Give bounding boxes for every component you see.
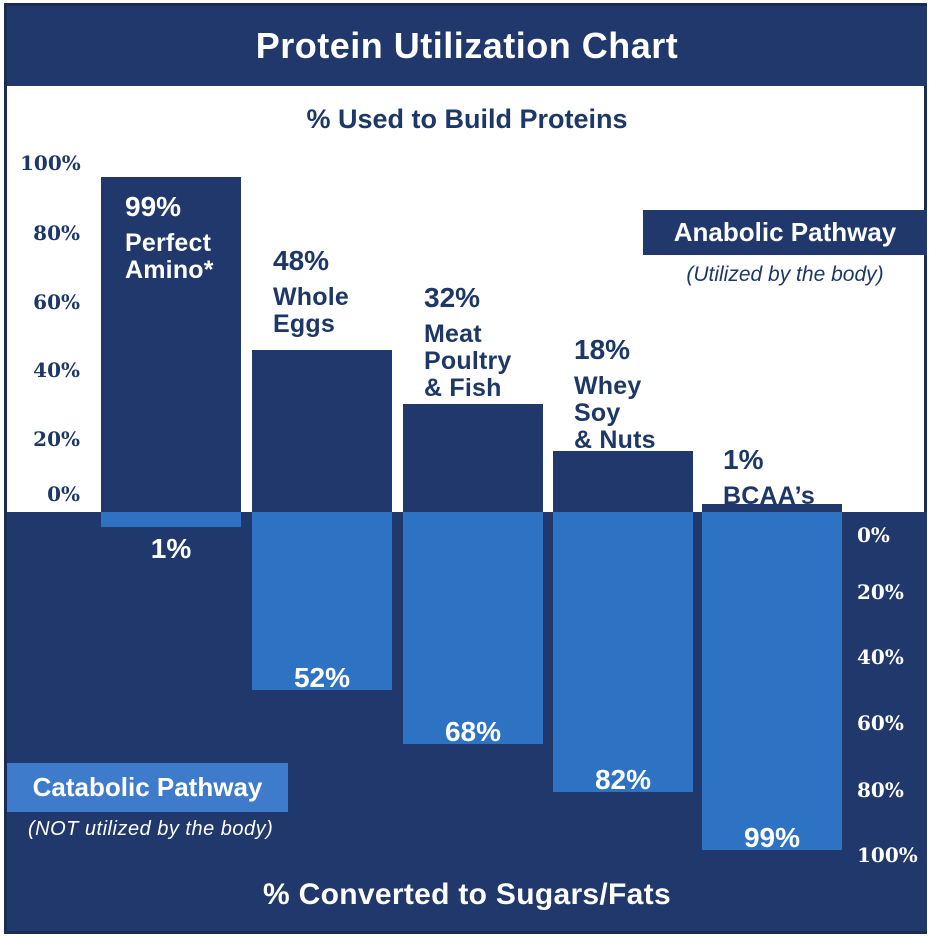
bar-anabolic-perfect-amino [101, 176, 241, 512]
anabolic-pathway-note: (Utilized by the body) [686, 263, 884, 286]
bar-catabolic-meat-poultry-fish [403, 512, 543, 745]
bar-anabolic-bcaa-s [702, 504, 842, 512]
bar-catabolic-bcaa-s [702, 512, 842, 850]
left-axis-tick: 80% [33, 221, 80, 245]
bar-category-label-bcaa-s: BCAA’s [723, 482, 815, 510]
catabolic-pathway-note: (NOT utilized by the body) [28, 818, 274, 840]
bar-category-label-whey-soy-nuts: Whey Soy & Nuts [574, 372, 656, 454]
bar-label-whey-soy-nuts: 18% Whey Soy & Nuts [574, 335, 656, 454]
bar-category-label-perfect-amino: Perfect Amino* [125, 229, 214, 284]
right-axis-tick: 20% [857, 580, 904, 604]
bar-catabolic-value-whey-soy-nuts: 82% [594, 763, 652, 795]
bar-label-meat-poultry-fish: 32% Meat Poultry & Fish [424, 283, 512, 402]
left-axis-tick: 0% [47, 482, 80, 506]
catabolic-pathway-badge: Catabolic Pathway [7, 763, 288, 812]
bar-label-whole-eggs: 48% Whole Eggs [273, 246, 349, 338]
right-axis-tick: 60% [857, 711, 904, 735]
bar-catabolic-perfect-amino [101, 512, 241, 527]
bar-catabolic-value-whole-eggs: 52% [293, 661, 351, 693]
left-axis-tick: 100% [20, 151, 81, 175]
bar-anabolic-value-whole-eggs: 48% [273, 245, 330, 276]
bar-label-bcaa-s: 1% BCAA’s [723, 445, 815, 510]
left-axis-tick: 20% [33, 427, 80, 451]
bar-category-label-meat-poultry-fish: Meat Poultry & Fish [424, 320, 512, 402]
bar-anabolic-whey-soy-nuts [553, 451, 693, 512]
bottom-axis-title: % Converted to Sugars/Fats [263, 878, 671, 911]
bar-catabolic-value-perfect-amino: 1% [150, 533, 192, 564]
bar-category-label-whole-eggs: Whole Eggs [273, 283, 349, 338]
top-axis-title: % Used to Build Proteins [306, 104, 628, 134]
title-banner: Protein Utilization Chart [7, 6, 927, 86]
bar-catabolic-value-bcaa-s: 99% [743, 821, 801, 853]
anabolic-pathway-label: Anabolic Pathway [673, 217, 897, 247]
right-axis-tick: 100% [857, 843, 918, 867]
left-axis-tick: 60% [33, 290, 80, 314]
chart-title: Protein Utilization Chart [255, 25, 679, 66]
bar-anabolic-value-meat-poultry-fish: 32% [424, 282, 481, 313]
right-axis-tick: 0% [857, 523, 890, 547]
left-axis-tick: 40% [33, 358, 80, 382]
right-axis-tick: 80% [857, 778, 904, 802]
anabolic-pathway-badge: Anabolic Pathway [643, 210, 927, 255]
bar-anabolic-meat-poultry-fish [403, 403, 543, 512]
bar-label-perfect-amino: 99% Perfect Amino* [125, 192, 214, 284]
catabolic-pathway-label: Catabolic Pathway [32, 772, 263, 802]
bar-anabolic-value-bcaa-s: 1% [723, 444, 764, 475]
bar-anabolic-value-whey-soy-nuts: 18% [574, 334, 631, 365]
bar-anabolic-value-perfect-amino: 99% [125, 191, 182, 222]
bar-catabolic-value-meat-poultry-fish: 68% [444, 716, 502, 748]
bar-catabolic-whole-eggs [252, 512, 392, 690]
bar-anabolic-whole-eggs [252, 349, 392, 512]
bar-catabolic-whey-soy-nuts [553, 512, 693, 792]
right-axis-tick: 40% [857, 645, 904, 669]
